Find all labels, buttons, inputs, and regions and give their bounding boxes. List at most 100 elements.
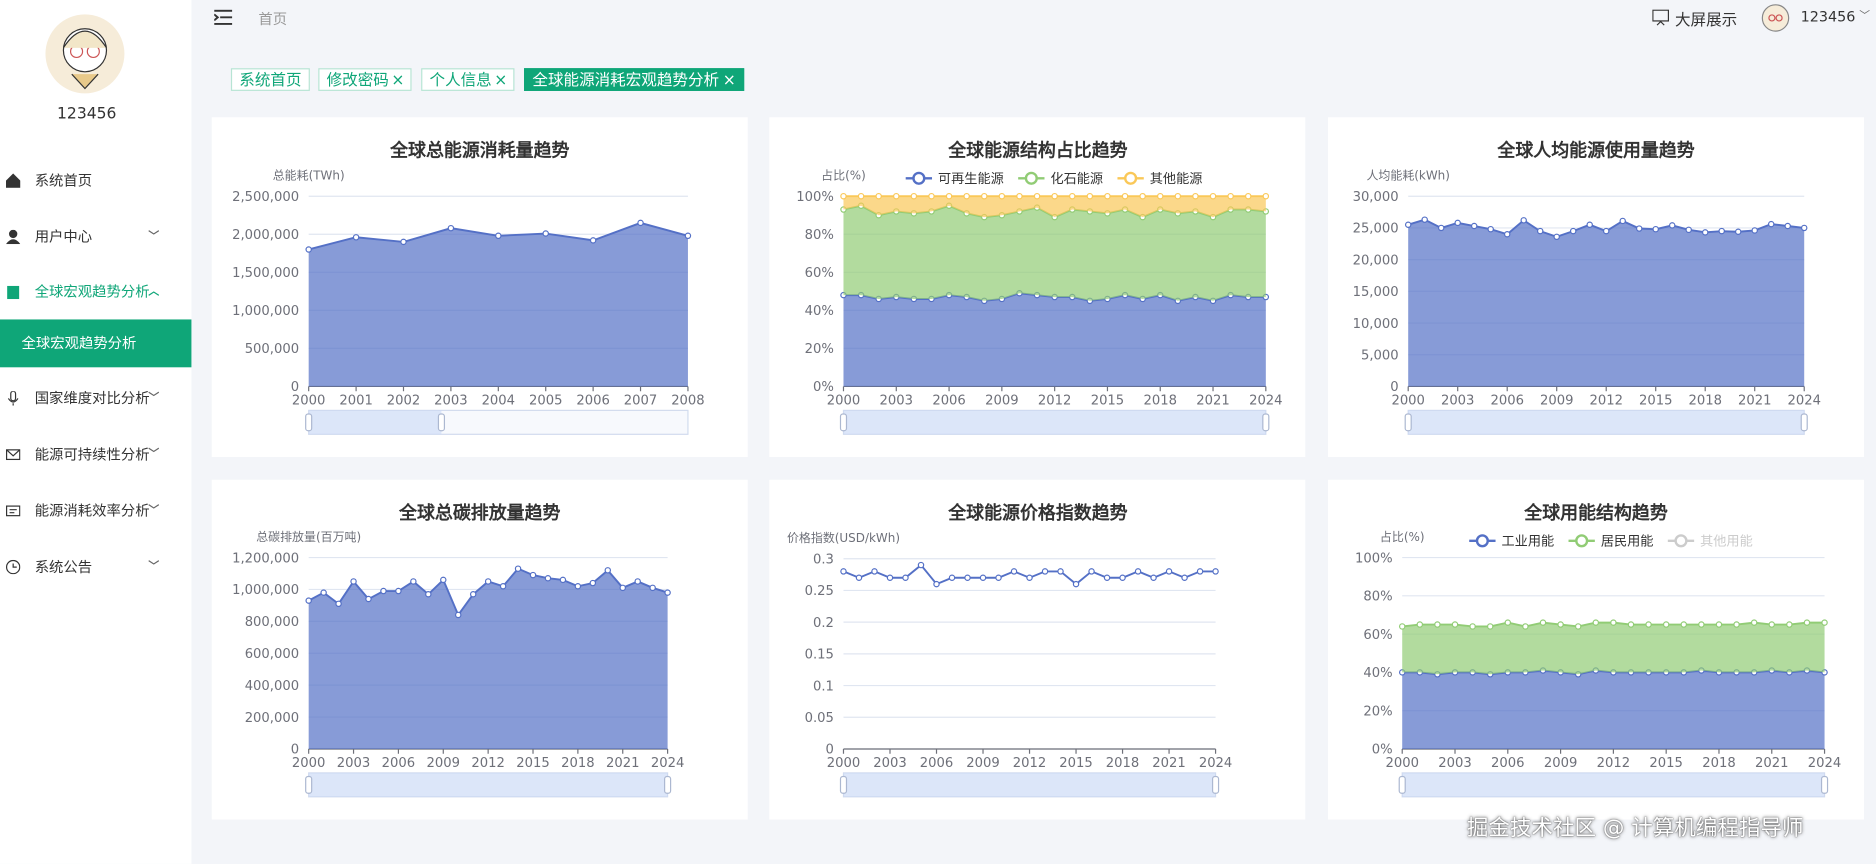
point: [1196, 568, 1204, 575]
point: [1026, 574, 1033, 581]
point: [637, 219, 644, 227]
legend-label[interactable]: 其他用能: [1700, 534, 1753, 550]
legend-label[interactable]: 居民用能: [1601, 534, 1654, 550]
chart-card: 全球能源价格指数趋势 价格指数(USD/kWh) 0 0.05 0.1 0.15 0.2 0.…: [769, 479, 1306, 820]
tab-label: 全球能源消耗宏观趋势分析: [532, 71, 720, 90]
y-tick-label: 2,500,000: [232, 190, 299, 205]
point: [886, 574, 894, 581]
menu-item[interactable]: 系统首页: [0, 157, 191, 205]
point: [1698, 621, 1705, 628]
y-tick-label: 1,000,000: [232, 304, 299, 319]
point: [400, 238, 407, 246]
x-tick-label: 2004: [482, 393, 515, 408]
zoom-handle[interactable]: [1211, 775, 1220, 794]
tab[interactable]: 修改密码 ×: [318, 68, 412, 91]
tab-close[interactable]: ×: [722, 71, 736, 90]
point: [352, 234, 360, 241]
point: [1487, 225, 1494, 233]
point: [840, 568, 847, 575]
point: [1421, 216, 1428, 223]
point: [1451, 621, 1459, 628]
breadcrumb[interactable]: 首页: [258, 10, 288, 28]
y-tick-label: 800,000: [245, 615, 299, 630]
y-axis-label: 占比(%): [1380, 529, 1425, 544]
y-tick-label: 1,000,000: [232, 583, 299, 598]
point: [1784, 222, 1791, 230]
tab[interactable]: 全球能源消耗宏观趋势分析 ×: [524, 68, 745, 91]
point: [305, 597, 312, 604]
area: [843, 196, 1266, 218]
point: [604, 567, 612, 574]
submenu-item[interactable]: 全球宏观趋势分析: [0, 319, 192, 368]
point: [1574, 623, 1582, 630]
legend-label[interactable]: 化石能源: [1050, 171, 1103, 187]
zoom-handle[interactable]: [1820, 775, 1829, 794]
zoom-handle[interactable]: [839, 775, 848, 794]
y-tick-label: 60%: [1363, 628, 1392, 643]
zoom-window: [308, 410, 442, 435]
user-name[interactable]: 123456: [1800, 8, 1856, 26]
zoom-handle[interactable]: [1404, 413, 1412, 432]
tab[interactable]: 个人信息 ×: [421, 68, 515, 91]
point: [559, 576, 567, 584]
point: [855, 574, 863, 581]
area: [308, 568, 668, 749]
menu-item[interactable]: 用户中心 ﹀: [0, 213, 191, 261]
point: [1470, 222, 1478, 230]
zoom-handle[interactable]: [664, 775, 672, 794]
legend-label[interactable]: 其他能源: [1150, 171, 1203, 187]
chart-card: 全球能源结构占比趋势 占比(%) 0% 20% 40% 60% 80% 100% 2000 200…: [769, 117, 1306, 458]
zoom-window: [1402, 772, 1825, 797]
menu-item[interactable]: 能源消耗效率分析 ﹀: [0, 487, 191, 535]
menu-item[interactable]: 系统公告 ﹀: [0, 543, 191, 591]
legend-label[interactable]: 可再生能源: [938, 171, 1004, 187]
y-tick-label: 0: [291, 380, 299, 395]
point: [1150, 574, 1157, 581]
zoom-handle[interactable]: [305, 775, 313, 794]
legend-label[interactable]: 工业用能: [1502, 534, 1555, 550]
y-tick-label: 0%: [1372, 743, 1393, 758]
zoom-handle[interactable]: [839, 413, 848, 432]
zoom-handle[interactable]: [1800, 413, 1808, 432]
zoom-handle[interactable]: [1262, 413, 1270, 432]
menu-item[interactable]: 能源可持续性分析 ﹀: [0, 431, 191, 479]
x-tick-label: 2003: [434, 393, 467, 408]
point: [917, 561, 925, 569]
tab-close[interactable]: ×: [494, 71, 508, 90]
point: [1086, 192, 1094, 200]
y-tick-label: 600,000: [245, 647, 299, 662]
point: [1536, 227, 1544, 235]
point: [320, 589, 327, 596]
point: [684, 232, 692, 240]
zoom-handle[interactable]: [437, 413, 446, 432]
y-tick-label: 5,000: [1361, 349, 1399, 364]
x-tick-label: 2018: [1688, 393, 1721, 408]
zoom-handle[interactable]: [1398, 775, 1406, 794]
point: [1157, 192, 1164, 200]
icon: [5, 449, 21, 461]
point: [589, 579, 597, 587]
chart-title: 全球总碳排放量趋势: [398, 502, 560, 524]
x-tick-label: 2000: [1391, 393, 1424, 408]
legend-icon: [912, 171, 926, 185]
point: [455, 611, 462, 619]
point: [1767, 220, 1775, 228]
zoom-handle[interactable]: [305, 413, 313, 432]
menu-item[interactable]: 全球宏观趋势分析 ︿: [0, 268, 191, 316]
zoom-window: [843, 772, 1216, 797]
user-avatar[interactable]: [1761, 4, 1790, 33]
point: [634, 578, 641, 585]
x-tick-label: 2001: [339, 393, 372, 408]
x-tick-label: 2005: [529, 393, 562, 408]
x-tick-label: 2021: [1755, 756, 1788, 771]
screen-button[interactable]: 大屏展示: [1675, 11, 1738, 30]
tab[interactable]: 系统首页: [230, 68, 310, 91]
menu-toggle[interactable]: [214, 9, 233, 27]
tab-close[interactable]: ×: [391, 71, 405, 90]
menu-label: 国家维度对比分析: [34, 390, 150, 407]
menu-item[interactable]: 国家维度对比分析 ﹀: [0, 374, 191, 422]
point: [395, 587, 402, 595]
point: [1404, 221, 1412, 228]
